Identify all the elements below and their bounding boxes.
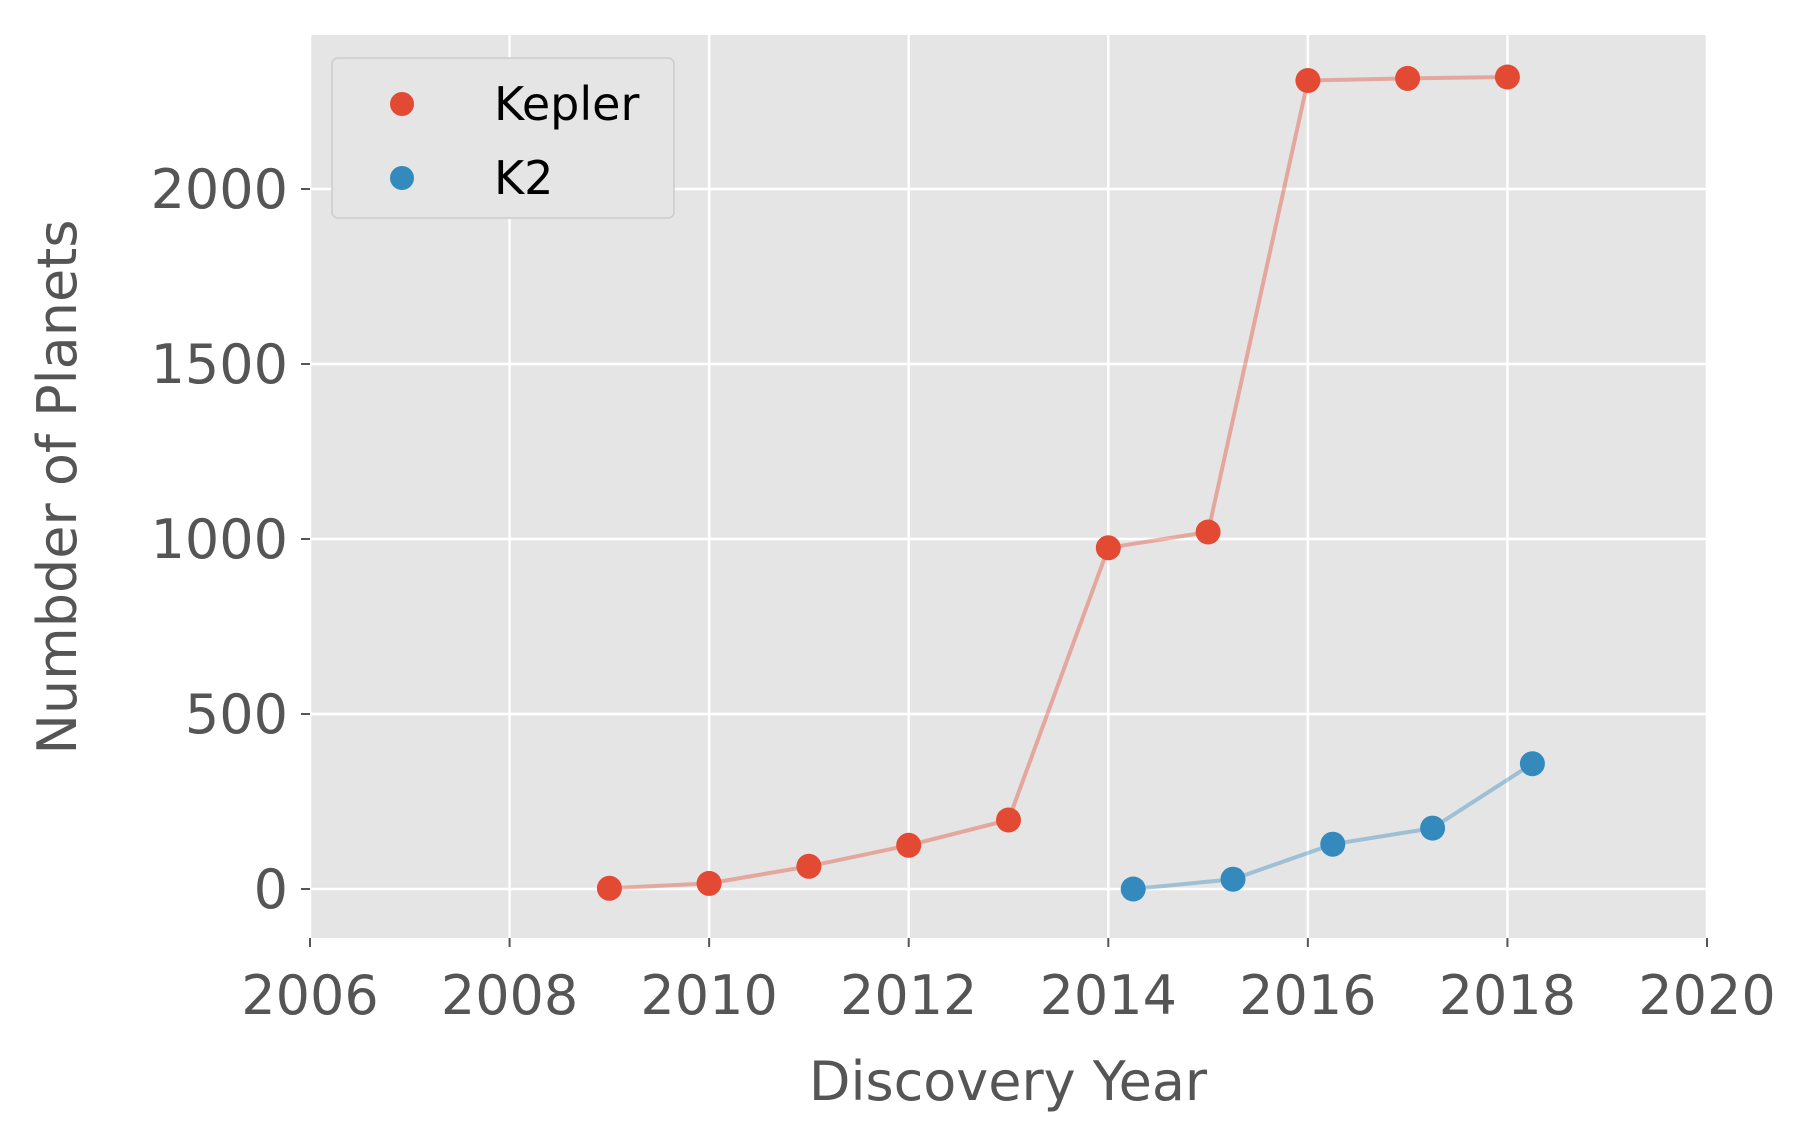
- x-tick-label: 2016: [1239, 964, 1376, 1027]
- data-point-k2: [1519, 751, 1545, 777]
- data-point-kepler: [1095, 535, 1121, 561]
- data-point-k2: [1420, 815, 1446, 841]
- y-axis-title: Numbder of Planets: [26, 220, 89, 755]
- x-tick-label: 2014: [1040, 964, 1177, 1027]
- legend-box: [331, 57, 675, 219]
- grid-lines: [308, 35, 1709, 938]
- x-axis-title: Discovery Year: [809, 1050, 1208, 1113]
- data-point-kepler: [1494, 64, 1520, 90]
- x-tick-label: 2018: [1439, 964, 1576, 1027]
- y-tick-label: 1000: [151, 508, 288, 571]
- axes: 2006 2008 2010 2012 2014 2016 2018 2020 0 500 1000…: [151, 158, 1776, 1027]
- legend-marker-kepler: [390, 92, 414, 116]
- y-tick-label: 0: [254, 858, 288, 921]
- y-tick-label: 1500: [151, 333, 288, 396]
- data-point-kepler: [1395, 65, 1421, 91]
- x-tick-label: 2020: [1638, 964, 1775, 1027]
- x-tick-label: 2006: [241, 964, 378, 1027]
- y-tick-label: 2000: [151, 158, 288, 221]
- data-point-k2: [1120, 876, 1146, 902]
- data-point-kepler: [1295, 68, 1321, 93]
- data-point-kepler: [896, 832, 922, 858]
- data-point-kepler: [696, 870, 722, 896]
- data-point-k2: [1320, 831, 1346, 857]
- series-line-kepler: [609, 75, 1508, 891]
- x-tick-label: 2008: [441, 964, 578, 1027]
- x-tick-label: 2012: [840, 964, 977, 1027]
- series-layer: [596, 64, 1545, 902]
- legend-label-k2: K2: [494, 151, 553, 205]
- x-tick-label: 2010: [640, 964, 777, 1027]
- data-point-k2: [1220, 866, 1246, 892]
- legend: Kepler K2: [331, 57, 675, 219]
- legend-marker-k2: [390, 166, 414, 190]
- data-point-kepler: [596, 875, 622, 901]
- data-point-kepler: [996, 807, 1021, 833]
- y-tick-label: 500: [185, 683, 288, 746]
- data-point-kepler: [1195, 519, 1221, 545]
- data-point-kepler: [796, 853, 822, 879]
- legend-label-kepler: Kepler: [494, 77, 639, 131]
